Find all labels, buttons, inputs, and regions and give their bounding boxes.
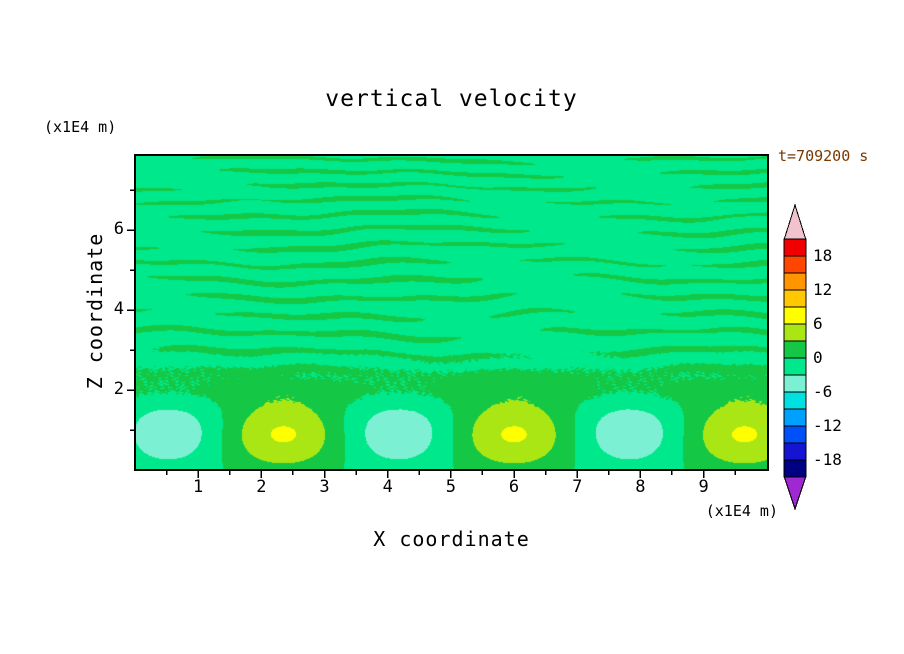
colorbar-segment <box>783 340 807 359</box>
time-annotation: t=709200 s <box>778 147 869 165</box>
colorbar-segment <box>783 459 807 478</box>
x-axis-title: X coordinate <box>373 527 530 551</box>
x-tick-label: 6 <box>508 477 520 497</box>
y-tick-label: 4 <box>113 299 124 319</box>
x-tick-label: 3 <box>319 477 330 497</box>
colorbar-tick-label: -18 <box>813 450 842 469</box>
x-tick-label: 2 <box>256 477 267 497</box>
colorbar-segment <box>783 442 807 461</box>
colorbar-segment <box>783 238 807 257</box>
x-tick-label: 4 <box>382 477 393 497</box>
colorbar-segment <box>783 323 807 342</box>
contour-field-canvas <box>135 155 768 470</box>
colorbar-tick-label: -12 <box>813 416 842 435</box>
x-tick-label: 5 <box>445 477 456 497</box>
y-axis-units-label: (x1E4 m) <box>44 118 117 136</box>
colorbar-segment <box>783 408 807 427</box>
colorbar-segment <box>783 374 807 393</box>
colorbar-tick-label: 0 <box>813 348 823 367</box>
x-tick-label: 9 <box>698 477 709 497</box>
x-tick-label: 8 <box>635 477 646 497</box>
y-tick-label: 2 <box>113 379 124 399</box>
colorbar-tick-label: -6 <box>813 382 833 401</box>
colorbar-tick-label: 12 <box>813 280 833 299</box>
colorbar-over-arrow <box>783 203 807 241</box>
chart-title: vertical velocity <box>325 86 578 112</box>
colorbar-segment <box>783 255 807 274</box>
y-tick-label: 6 <box>113 219 124 239</box>
colorbar-tick-label: 6 <box>813 314 823 333</box>
colorbar-tick-label: 18 <box>813 246 833 265</box>
colorbar-segment <box>783 391 807 410</box>
x-axis-units-label: (x1E4 m) <box>705 502 778 520</box>
colorbar-segment <box>783 272 807 291</box>
colorbar-segment <box>783 289 807 308</box>
colorbar-segment <box>783 425 807 444</box>
colorbar-under-arrow <box>783 475 807 511</box>
colorbar-segment <box>783 306 807 325</box>
x-tick-label: 1 <box>193 477 204 497</box>
colorbar-segment <box>783 357 807 376</box>
x-tick-label: 7 <box>572 477 583 497</box>
